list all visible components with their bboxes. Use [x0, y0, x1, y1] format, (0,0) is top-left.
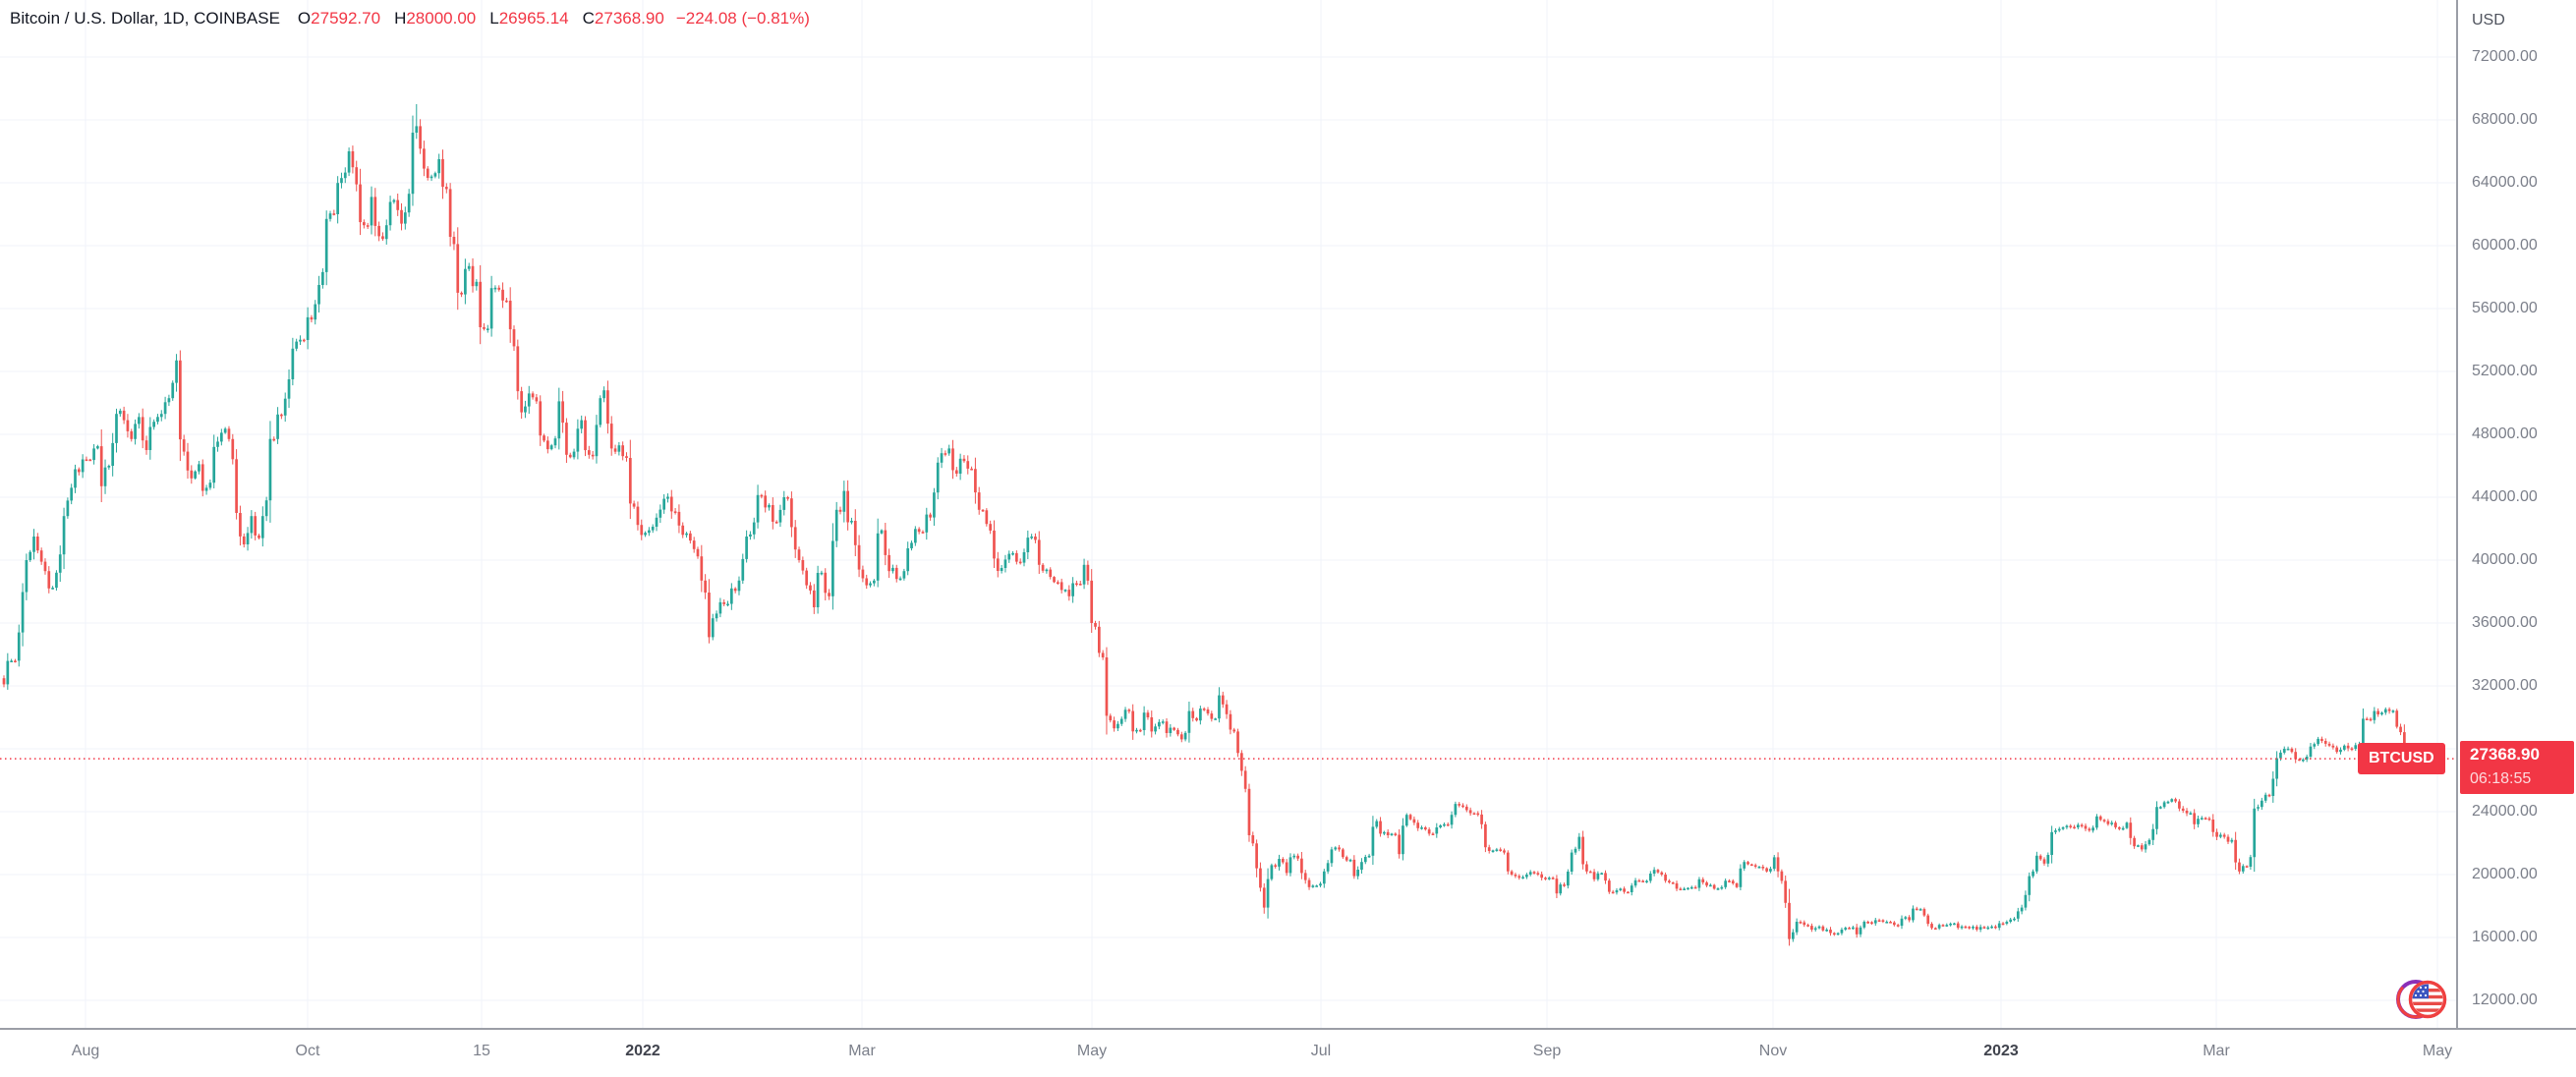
time-tick-label: Nov — [1758, 1043, 1788, 1059]
price-tick-label: 60000.00 — [2472, 237, 2538, 254]
time-tick-label: 2022 — [625, 1043, 660, 1059]
price-tick-label: 36000.00 — [2472, 614, 2538, 631]
price-tick-label: 72000.00 — [2472, 48, 2538, 65]
price-tick-label: 56000.00 — [2472, 300, 2538, 316]
current-price-value: 27368.90 — [2470, 745, 2540, 765]
usd-pair-logo — [2396, 980, 2447, 1019]
time-tick-label: Sep — [1532, 1043, 1562, 1059]
price-tick-label: 44000.00 — [2472, 488, 2538, 505]
time-tick-label: Aug — [71, 1043, 100, 1059]
time-tick-label: May — [2422, 1043, 2453, 1059]
chart-gridlines — [0, 0, 2456, 1028]
close-value: 27368.90 — [594, 9, 664, 28]
bar-countdown: 06:18:55 — [2470, 770, 2532, 788]
currency-label: USD — [2472, 12, 2505, 28]
time-tick-label: Mar — [2203, 1043, 2230, 1059]
price-tick-label: 52000.00 — [2472, 363, 2538, 379]
candles — [2, 104, 2414, 946]
candlestick-chart[interactable] — [0, 0, 2456, 1028]
current-price-label: 27368.90 06:18:55 — [2460, 741, 2574, 795]
price-tick-label: 48000.00 — [2472, 425, 2538, 442]
high-label: H28000.00 — [394, 9, 477, 28]
price-line-symbol-label: BTCUSD — [2358, 743, 2445, 775]
price-tick-label: 16000.00 — [2472, 929, 2538, 945]
symbol-title[interactable]: Bitcoin / U.S. Dollar, 1D, COINBASE — [10, 9, 280, 28]
high-value: 28000.00 — [406, 9, 477, 28]
time-tick-label: 2023 — [1983, 1043, 2019, 1059]
price-tick-label: 20000.00 — [2472, 866, 2538, 882]
change-value: −224.08 (−0.81%) — [675, 9, 810, 28]
time-axis[interactable]: Aug Oct 15 2022 Mar May Jul Sep Nov 2023 Mar May — [0, 1028, 2576, 1077]
price-tick-label: 24000.00 — [2472, 803, 2538, 820]
price-axis[interactable]: USD 72000.00 68000.00 64000.00 60000.00 5600… — [2456, 0, 2576, 1028]
price-tick-label: 32000.00 — [2472, 677, 2538, 694]
time-tick-label: Oct — [295, 1043, 320, 1059]
price-tick-label: 68000.00 — [2472, 111, 2538, 128]
low-value: 26965.14 — [498, 9, 569, 28]
price-tick-label: 40000.00 — [2472, 551, 2538, 568]
time-tick-label: May — [1076, 1043, 1108, 1059]
price-tick-label: 12000.00 — [2472, 992, 2538, 1008]
open-label: O27592.70 — [297, 9, 381, 28]
chart-legend: Bitcoin / U.S. Dollar, 1D, COINBASE O2759… — [10, 8, 810, 29]
low-label: L26965.14 — [489, 9, 569, 28]
time-tick-label: 15 — [473, 1043, 490, 1059]
time-tick-label: Jul — [1310, 1043, 1332, 1059]
close-label: C27368.90 — [582, 9, 664, 28]
time-tick-label: Mar — [848, 1043, 876, 1059]
price-tick-label: 64000.00 — [2472, 174, 2538, 191]
open-value: 27592.70 — [311, 9, 381, 28]
